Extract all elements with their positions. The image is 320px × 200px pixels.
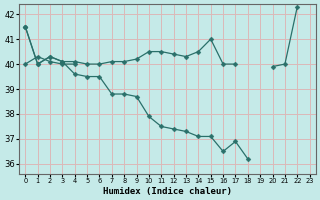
X-axis label: Humidex (Indice chaleur): Humidex (Indice chaleur) (103, 187, 232, 196)
